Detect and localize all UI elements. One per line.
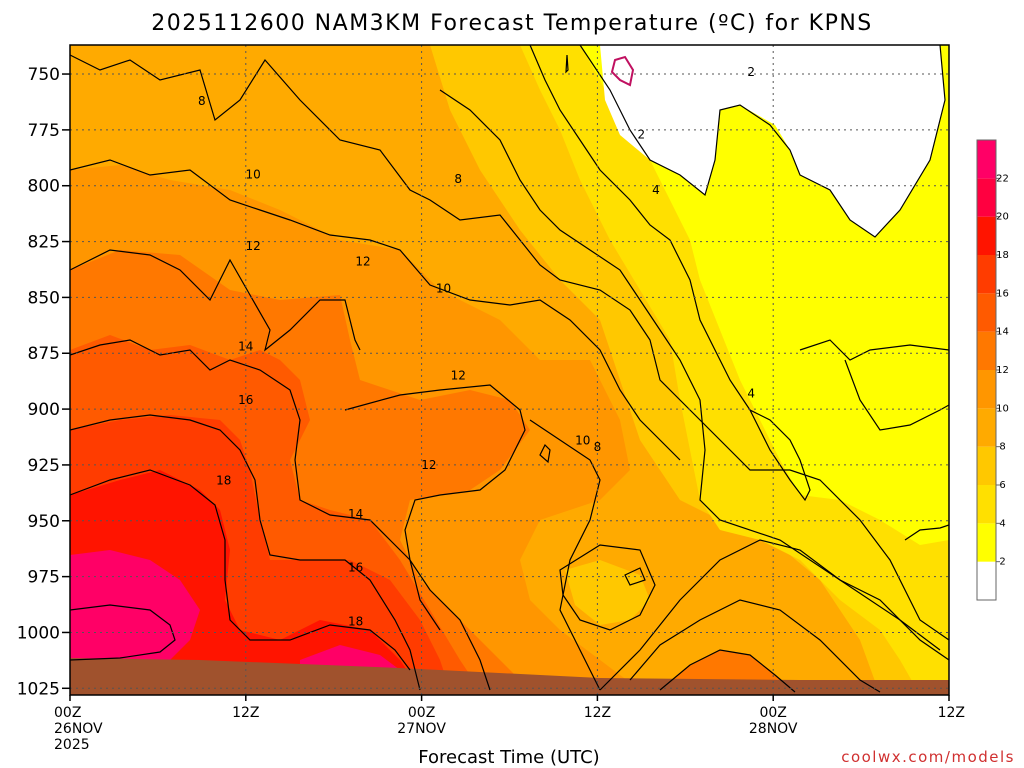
contour-label-5: 18 [216, 474, 231, 488]
colorbar-tick-label-4: 4 [999, 518, 1005, 529]
contour-label-1: 10 [245, 168, 260, 182]
x-tick-label-0-1: 26NOV [54, 721, 103, 737]
x-tick-label-4-1: 28NOV [749, 721, 798, 737]
colorbar-bin-0 [977, 561, 996, 600]
colorbar-tick-label-20: 20 [996, 212, 1009, 223]
contour-label-13: 18 [348, 614, 363, 628]
gridlines [70, 45, 949, 695]
y-tick-label-1000: 1000 [17, 623, 60, 643]
contour-label-12: 16 [348, 561, 363, 575]
credit-text: coolwx.com/models [841, 748, 1015, 766]
colorbar-tick-label-6: 6 [999, 480, 1005, 491]
contour-label-17: 4 [652, 183, 660, 197]
colorbar-tick-label-10: 10 [996, 403, 1009, 414]
colorbar-bin-11 [977, 140, 996, 179]
x-tick-label-0-2: 2025 [54, 737, 90, 753]
x-tick-label-3-0: 12Z [584, 705, 611, 721]
y-tick-label-850: 850 [28, 288, 60, 308]
x-tick-label-4-0: 00Z [759, 705, 786, 721]
x-tick-label-0-0: 00Z [54, 705, 81, 721]
y-tick-label-950: 950 [28, 512, 60, 532]
contour-label-10: 12 [421, 458, 436, 472]
colorbar-bin-7 [977, 293, 996, 332]
x-tick-label-2-1: 27NOV [397, 721, 446, 737]
colorbar-tick-label-12: 12 [996, 365, 1009, 376]
colorbar-bin-5 [977, 370, 996, 409]
colorbar-bin-3 [977, 446, 996, 485]
contour-label-0: 8 [198, 94, 206, 108]
y-tick-label-750: 750 [28, 65, 60, 85]
colorbar-bin-8 [977, 255, 996, 294]
x-tick-label-2-0: 00Z [408, 705, 435, 721]
y-tick-label-925: 925 [28, 456, 60, 476]
y-tick-label-900: 900 [28, 400, 60, 420]
contour-label-18: 2 [747, 65, 755, 79]
contour-label-9: 12 [451, 369, 466, 383]
colorbar-bin-6 [977, 331, 996, 370]
colorbar-bin-4 [977, 408, 996, 447]
contour-label-16: 2 [638, 127, 646, 141]
contour-label-6: 8 [454, 172, 462, 186]
contour-label-19: 4 [747, 386, 755, 400]
colorbar-bin-1 [977, 523, 996, 562]
plot-frame [69, 44, 950, 696]
y-tick-label-800: 800 [28, 177, 60, 197]
chart-title: 2025112600 NAM3KM Forecast Temperature (… [151, 11, 873, 36]
y-tick-label-775: 775 [28, 121, 60, 141]
colorbar-tick-label-14: 14 [996, 327, 1009, 338]
y-tick-label-825: 825 [28, 233, 60, 253]
x-tick-label-1-0: 12Z [232, 705, 259, 721]
contour-label-14: 10 [575, 433, 590, 447]
colorbar-tick-label-22: 22 [996, 173, 1009, 184]
contour-label-7: 12 [355, 255, 370, 269]
contour-label-15: 8 [594, 440, 602, 454]
temperature-field [70, 45, 949, 695]
y-tick-label-1025: 1025 [17, 679, 60, 699]
contour-label-11: 14 [348, 507, 363, 521]
x-axis-label: Forecast Time (UTC) [418, 747, 599, 768]
contour-label-4: 16 [238, 393, 253, 407]
colorbar-tick-label-8: 8 [999, 442, 1005, 453]
colorbar-bin-2 [977, 485, 996, 524]
y-tick-label-975: 975 [28, 568, 60, 588]
contour-label-8: 10 [436, 281, 451, 295]
contour-lines [70, 45, 949, 693]
x-tick-label-5-0: 12Z [938, 705, 965, 721]
y-tick-label-875: 875 [28, 344, 60, 364]
colorbar-tick-label-18: 18 [996, 250, 1009, 261]
contour-labels: 8 10 12 14 16 18 8 12 10 12 12 14 16 18 10 8 2 4 2 4 [198, 65, 755, 628]
y-axis: 750 775 800 825 850 875 900 925 950 975 1000 1025 [17, 65, 70, 699]
colorbar-bin-9 [977, 216, 996, 255]
colorbar-bin-10 [977, 178, 996, 217]
colorbar-tick-label-2: 2 [999, 557, 1005, 568]
colorbar: 2 4 6 8 10 12 14 16 18 20 22 [976, 139, 1009, 601]
contour-label-2: 12 [245, 239, 260, 253]
colorbar-tick-label-16: 16 [996, 288, 1009, 299]
contour-label-3: 14 [238, 340, 253, 354]
